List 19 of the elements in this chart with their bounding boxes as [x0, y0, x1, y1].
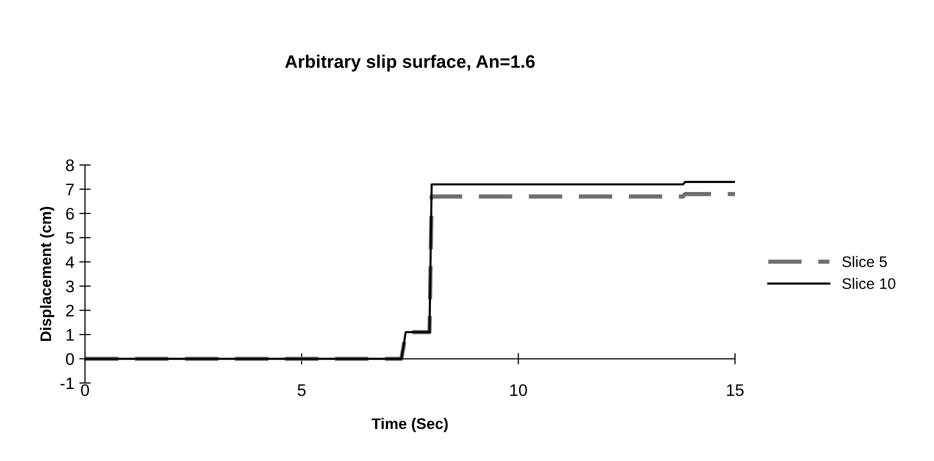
y-tick-label: 7	[66, 184, 74, 196]
y-tick-label: 8	[66, 159, 74, 172]
y-tick-label: 0	[66, 353, 74, 365]
x-tick-label: 10	[510, 384, 527, 396]
x-tick-label: 15	[727, 384, 744, 396]
y-tick-label: -1	[60, 378, 74, 390]
y-tick-label: 3	[66, 280, 74, 292]
y-tick-label: 5	[66, 232, 74, 244]
legend-label: Slice 5	[842, 256, 887, 268]
y-axis-title: Displacement (cm)	[40, 206, 54, 341]
y-tick-label: 2	[66, 304, 74, 316]
x-tick-label: 5	[298, 384, 306, 396]
y-tick-label: 6	[66, 208, 74, 220]
x-tick-label: 0	[81, 384, 89, 396]
y-tick-label: 4	[66, 256, 74, 268]
y-tick-label: 1	[66, 329, 74, 341]
legend-label: Slice 10	[842, 278, 896, 290]
x-axis-title: Time (Sec)	[372, 418, 448, 432]
chart-title: Arbitrary slip surface, An=1.6	[285, 54, 535, 72]
